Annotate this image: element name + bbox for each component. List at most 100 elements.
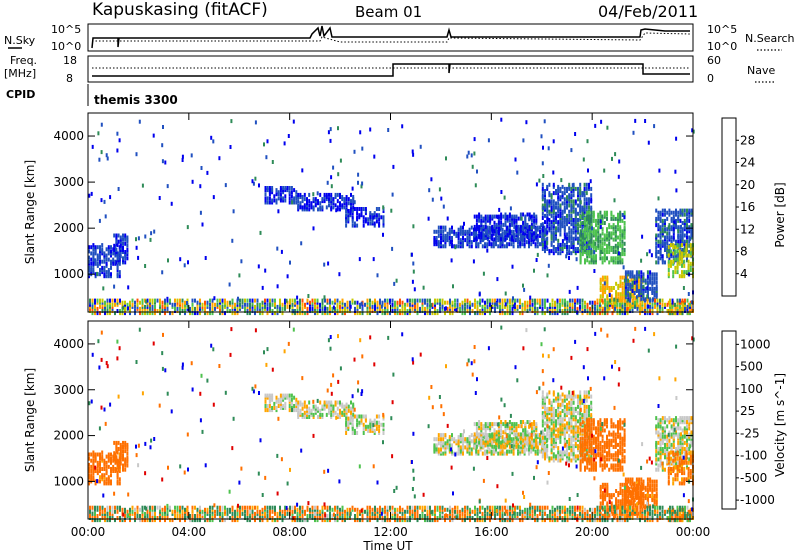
power-cell — [384, 311, 386, 316]
power-cell — [670, 249, 672, 254]
power-cell — [657, 260, 660, 265]
power-cell — [321, 304, 324, 309]
power-cell — [475, 222, 478, 227]
power-cell — [296, 309, 299, 313]
power-cell — [293, 188, 296, 193]
power-cell — [356, 207, 359, 211]
velocity-cell — [563, 431, 566, 436]
power-cell — [504, 237, 507, 242]
power-cell — [629, 295, 632, 300]
power-cell — [686, 229, 688, 234]
power-cell — [540, 134, 543, 139]
power-cell — [661, 221, 664, 225]
power-cell — [572, 226, 575, 231]
power-cell — [642, 278, 645, 283]
power-cell — [682, 248, 685, 253]
power-cell — [115, 233, 118, 238]
velocity-cell — [488, 449, 491, 454]
power-cell — [552, 251, 555, 256]
power-cell — [311, 300, 314, 305]
power-cell — [690, 223, 693, 228]
velocity-cell — [574, 437, 577, 442]
power-cell — [621, 258, 624, 263]
power-cell — [639, 306, 641, 311]
power-cell — [544, 228, 546, 233]
power-cell — [679, 237, 682, 242]
power-cell — [161, 304, 164, 309]
power-cell — [480, 231, 483, 236]
power-cell — [550, 240, 553, 245]
power-cell — [354, 306, 356, 311]
power-cell — [631, 274, 634, 279]
power-cell — [590, 218, 593, 223]
power-cell — [613, 297, 616, 302]
power-cell — [231, 298, 234, 303]
power-cell — [570, 222, 573, 227]
velocity-cell — [373, 431, 376, 435]
velocity-cell — [107, 454, 110, 459]
power-cell — [664, 229, 666, 234]
velocity-cell — [550, 442, 553, 446]
velocity-cell — [290, 401, 293, 406]
power-cell — [429, 311, 431, 316]
power-cell — [574, 309, 576, 313]
power-cell — [501, 309, 504, 313]
power-cell — [261, 304, 264, 309]
power-cell — [579, 191, 582, 196]
power-cell — [608, 231, 611, 236]
power-cell — [159, 298, 161, 303]
power-cell — [299, 298, 301, 303]
power-cell — [437, 225, 440, 230]
power-cell — [474, 304, 476, 309]
power-cell — [579, 207, 582, 212]
power-cell — [614, 225, 617, 230]
velocity-cell — [442, 437, 445, 442]
velocity-cell — [105, 460, 108, 465]
velocity-cell — [546, 415, 549, 420]
power-cell — [595, 256, 597, 261]
velocity-cell — [533, 422, 536, 427]
power-cell — [561, 220, 564, 225]
velocity-cell — [301, 412, 304, 417]
power-cell — [294, 309, 296, 313]
power-cell — [666, 309, 669, 313]
velocity-cell — [541, 411, 544, 416]
power-cell — [592, 227, 595, 232]
power-cell — [530, 214, 533, 219]
power-cell — [336, 309, 339, 313]
power-cell — [664, 237, 666, 242]
power-cell — [577, 222, 579, 227]
power-cell — [362, 207, 365, 211]
velocity-cell — [122, 463, 124, 468]
power-cell — [529, 295, 532, 300]
power-cell — [512, 238, 515, 243]
power-cell — [559, 216, 562, 220]
power-cell — [557, 251, 560, 256]
power-cell — [416, 304, 419, 309]
power-cell — [442, 225, 445, 230]
power-cell — [522, 283, 524, 288]
velocity-cell — [442, 433, 445, 438]
power-cell — [616, 302, 619, 307]
power-cell — [329, 304, 331, 309]
power-cell — [592, 256, 595, 261]
power-cell — [621, 281, 624, 286]
power-cell — [590, 223, 593, 228]
velocity-cell — [459, 445, 462, 450]
power-cell — [506, 229, 509, 234]
power-cell — [570, 245, 573, 249]
power-cell — [612, 223, 615, 228]
velocity-cell — [561, 392, 564, 397]
power-cell — [329, 309, 331, 313]
power-cell — [306, 205, 308, 210]
power-cell — [561, 216, 564, 220]
power-cell — [369, 302, 371, 307]
power-cell — [506, 218, 509, 223]
power-cell — [124, 311, 126, 316]
power-cell — [399, 300, 401, 305]
power-cell — [411, 300, 414, 305]
power-cell — [268, 190, 271, 195]
power-cell — [216, 304, 219, 309]
velocity-cell — [561, 417, 564, 422]
power-cell — [604, 298, 606, 303]
